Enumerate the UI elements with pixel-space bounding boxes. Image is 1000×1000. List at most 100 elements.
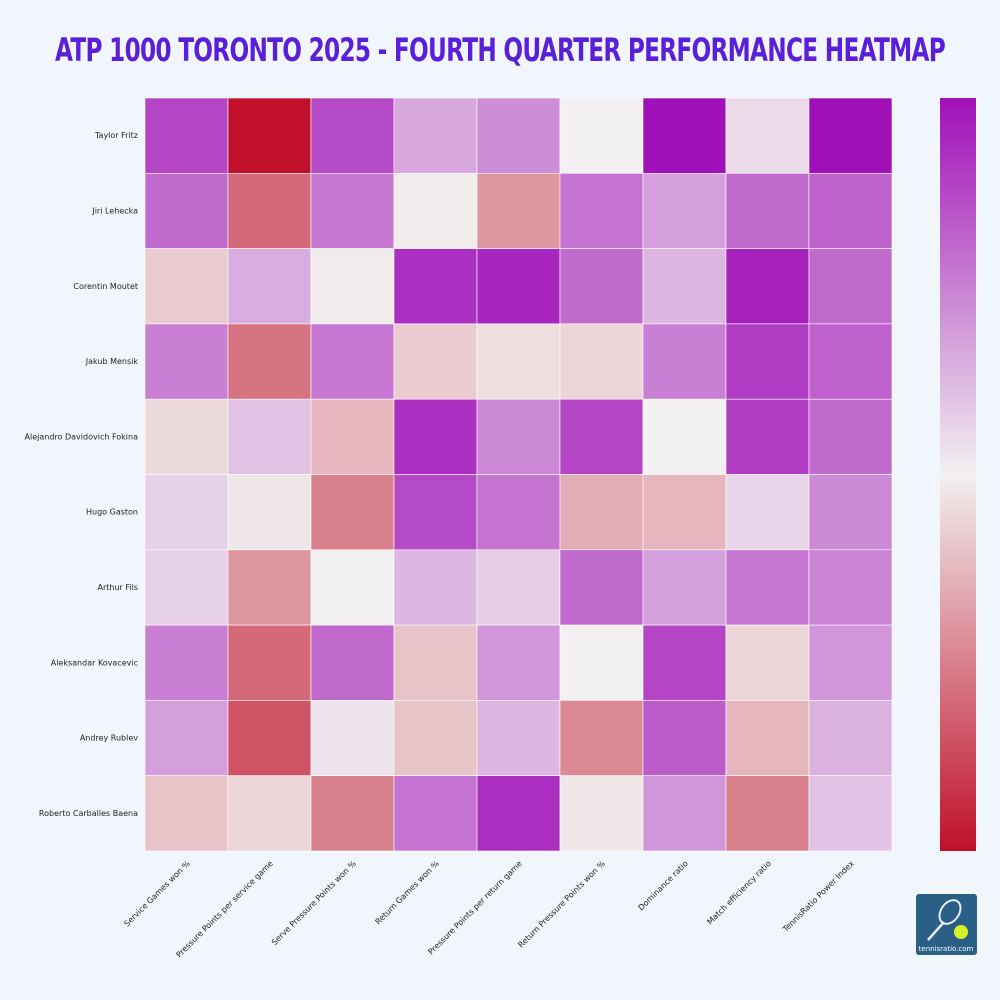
heatmap-cell <box>227 474 312 551</box>
heatmap-cell <box>559 398 644 475</box>
heatmap-cell <box>642 398 727 475</box>
heatmap-cell <box>393 624 478 701</box>
heatmap-cell <box>725 173 810 249</box>
logo-handle <box>927 921 945 941</box>
y-tick-label: Corentin Moutet <box>73 282 138 291</box>
y-tick-label: Taylor Fritz <box>94 131 138 140</box>
heatmap-cell <box>725 775 810 852</box>
heatmap-cell <box>310 624 395 701</box>
y-tick-label: Arthur Fils <box>97 583 138 592</box>
heatmap-cell <box>227 323 312 400</box>
heatmap-cell <box>227 173 312 249</box>
heatmap-cell <box>808 549 893 626</box>
heatmap-cell <box>808 624 893 701</box>
heatmap-cell <box>476 549 561 626</box>
heatmap-cell <box>808 97 893 174</box>
heatmap-cell <box>642 700 727 777</box>
heatmap-cell <box>144 97 229 174</box>
heatmap-cell <box>808 323 893 400</box>
heatmap-cell <box>393 248 478 325</box>
heatmap-cell <box>559 323 644 400</box>
chart-title: ATP 1000 TORONTO 2025 - FOURTH QUARTER P… <box>55 31 945 69</box>
heatmap-cell <box>144 474 229 551</box>
heatmap-cell <box>310 700 395 777</box>
y-tick-label: Roberto Carballes Baena <box>39 809 138 818</box>
heatmap-cell <box>227 624 312 701</box>
heatmap-cell <box>725 474 810 551</box>
heatmap-cell <box>642 173 727 249</box>
heatmap-cell <box>310 97 395 174</box>
y-tick-label: Aleksandar Kovacevic <box>51 658 138 667</box>
heatmap-cell <box>808 173 893 249</box>
heatmap-cell <box>476 173 561 249</box>
colorbar <box>940 98 976 851</box>
heatmap-cell <box>144 700 229 777</box>
y-tick-label: Jiri Lehecka <box>91 206 138 215</box>
heatmap-cell <box>559 624 644 701</box>
heatmap-cell <box>144 775 229 852</box>
heatmap-cell <box>642 624 727 701</box>
heatmap-cell <box>559 173 644 249</box>
heatmap-cell <box>642 323 727 400</box>
y-tick-label: Hugo Gaston <box>86 508 138 517</box>
heatmap-cell <box>310 474 395 551</box>
heatmap-cell <box>725 398 810 475</box>
heatmap-cell <box>310 549 395 626</box>
heatmap-cell <box>144 323 229 400</box>
watermark: tennisratio.com <box>919 945 974 953</box>
heatmap-cell <box>393 398 478 475</box>
logo-ball <box>954 925 968 939</box>
heatmap-cell <box>227 248 312 325</box>
heatmap-cell <box>725 97 810 174</box>
heatmap-cell <box>144 173 229 249</box>
heatmap-cell <box>476 775 561 852</box>
heatmap-cell <box>393 173 478 249</box>
heatmap-cell <box>227 97 312 174</box>
heatmap-cell <box>808 775 893 852</box>
heatmap-cell <box>393 700 478 777</box>
y-tick-label: Andrey Rublev <box>80 734 138 743</box>
heatmap-cell <box>725 323 810 400</box>
y-tick-label: Jakub Mensik <box>85 357 139 366</box>
heatmap-cell <box>559 248 644 325</box>
y-tick-label: Alejandro Davidovich Fokina <box>25 432 139 441</box>
heatmap-cell <box>642 97 727 174</box>
heatmap-cell <box>476 398 561 475</box>
heatmap-cell <box>559 775 644 852</box>
heatmap-cell <box>559 700 644 777</box>
heatmap-cell <box>227 700 312 777</box>
heatmap-cell <box>144 549 229 626</box>
heatmap-cell <box>642 474 727 551</box>
heatmap-cell <box>310 323 395 400</box>
heatmap-cell <box>559 97 644 174</box>
heatmap-cell <box>227 775 312 852</box>
heatmap-cell <box>642 775 727 852</box>
heatmap-cell <box>310 173 395 249</box>
heatmap-cell <box>393 97 478 174</box>
heatmap-cell <box>310 775 395 852</box>
heatmap-cell <box>476 97 561 174</box>
heatmap-cell <box>227 398 312 475</box>
heatmap-cell <box>393 549 478 626</box>
heatmap-cell <box>725 624 810 701</box>
heatmap-cell <box>227 549 312 626</box>
heatmap-cell <box>559 549 644 626</box>
heatmap-cell <box>393 775 478 852</box>
heatmap-cell <box>476 323 561 400</box>
heatmap-cell <box>393 474 478 551</box>
logo: tennisratio.com <box>916 894 977 955</box>
heatmap-cell <box>310 248 395 325</box>
heatmap-cell <box>808 700 893 777</box>
heatmap-cell <box>808 248 893 325</box>
heatmap-cell <box>476 474 561 551</box>
heatmap-cell <box>642 248 727 325</box>
heatmap-cell <box>476 248 561 325</box>
heatmap-cell <box>476 624 561 701</box>
heatmap-cell <box>144 248 229 325</box>
heatmap-cell <box>808 474 893 551</box>
heatmap-cell <box>310 398 395 475</box>
heatmap-cell <box>642 549 727 626</box>
heatmap-cell <box>559 474 644 551</box>
heatmap-cell <box>144 398 229 475</box>
